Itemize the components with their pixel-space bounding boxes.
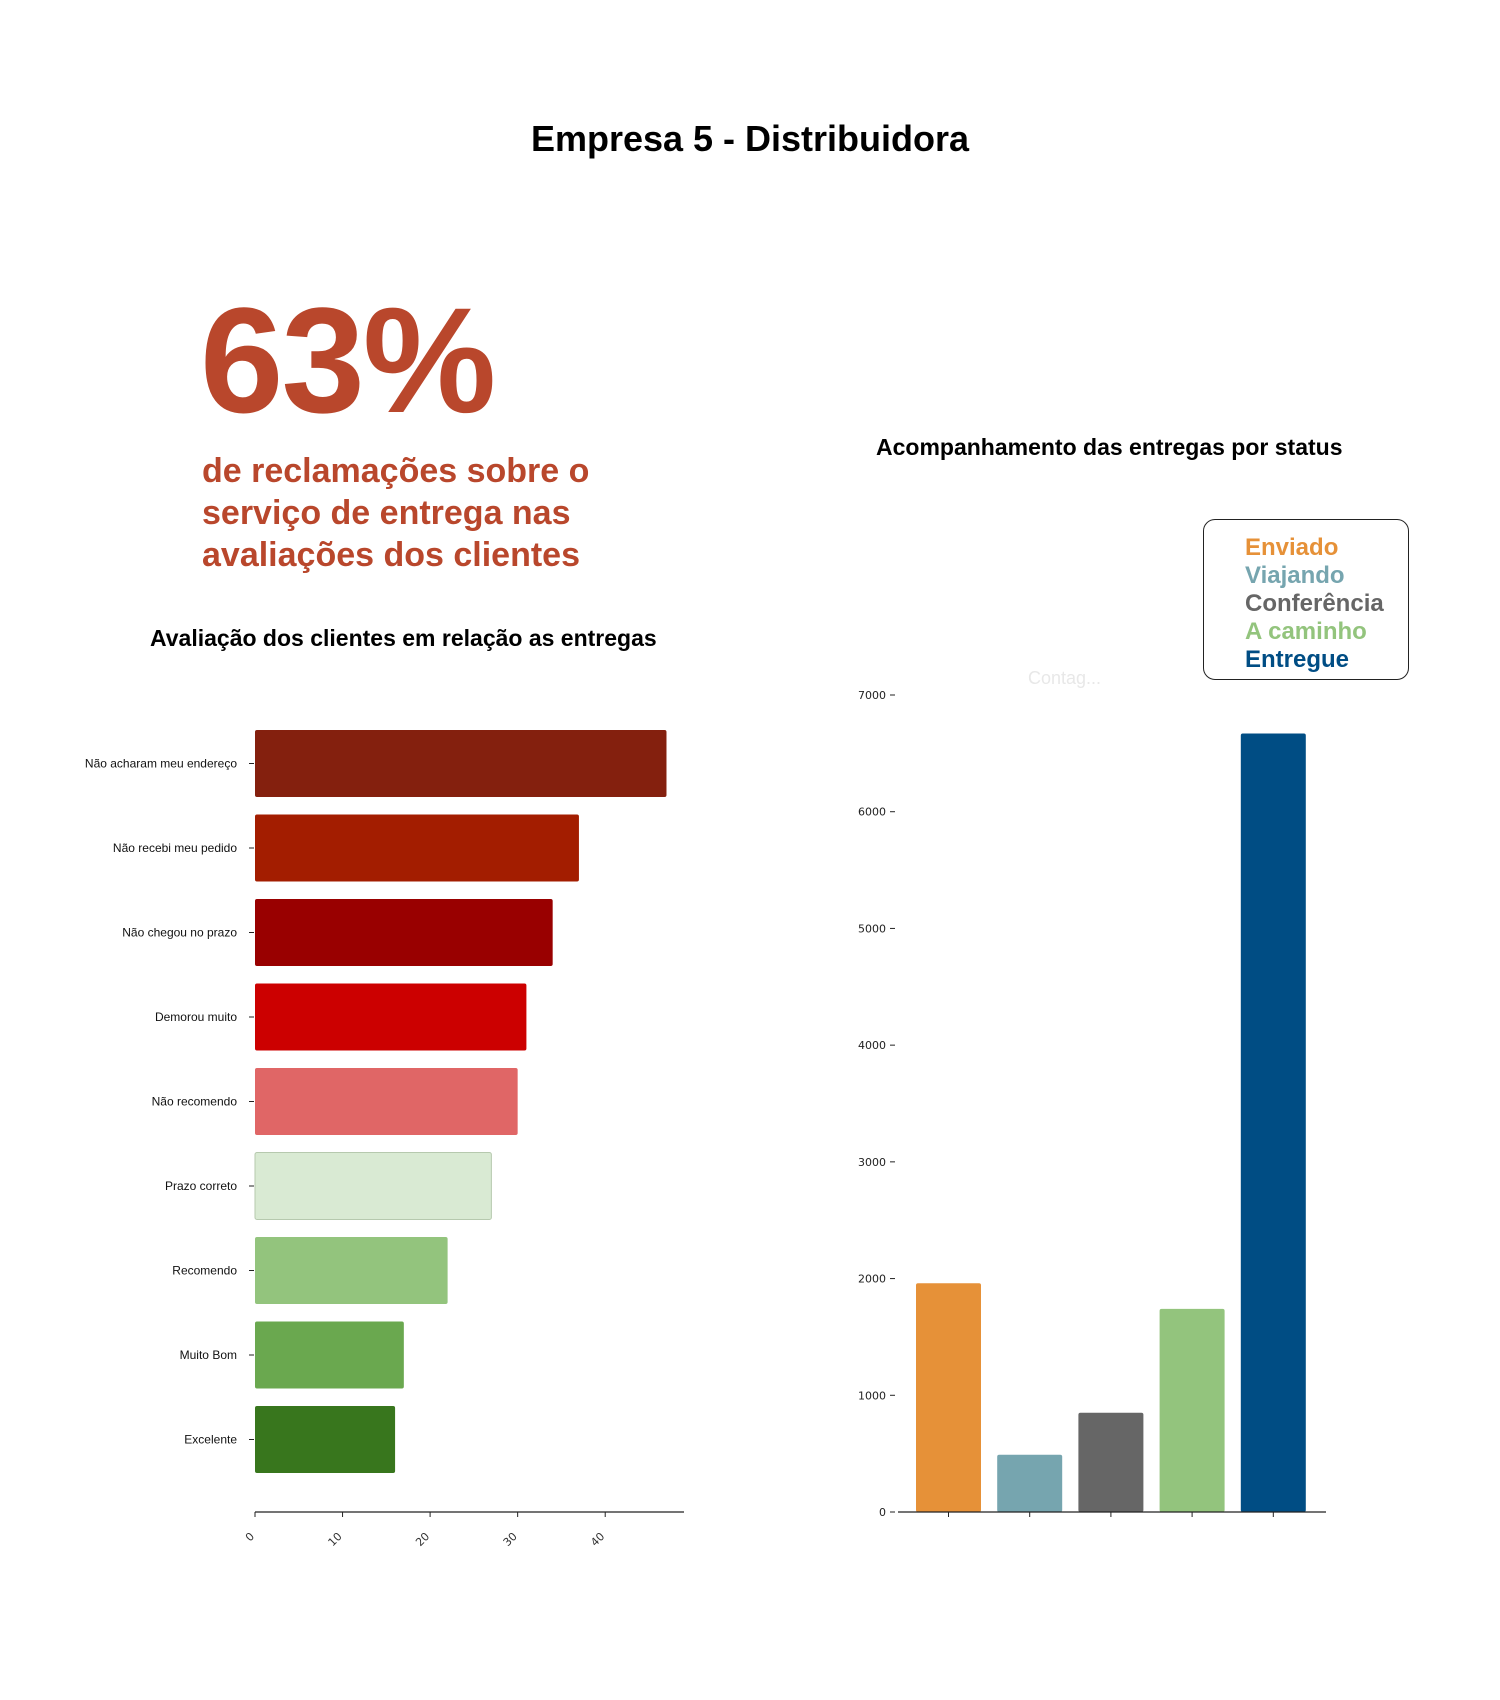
ratings-bar (255, 1068, 518, 1135)
y-tick-label: Muito Bom (180, 1348, 237, 1362)
y-tick-label: Excelente (184, 1433, 237, 1447)
y-tick-label: 7000 (858, 689, 886, 702)
legend-item-entregue: Entregue (1245, 646, 1350, 673)
ratings-bar (254, 1152, 492, 1220)
faint-axis-label: Contag... (1028, 668, 1102, 688)
y-tick-label: Não chegou no prazo (122, 926, 237, 940)
ratings-bar (255, 730, 667, 797)
y-tick-label: 0 (879, 1506, 886, 1519)
status-chart-title: Acompanhamento das entregas por status (876, 434, 1343, 460)
y-tick-label: 6000 (858, 806, 886, 819)
y-tick-label: 2000 (858, 1273, 886, 1286)
legend-item-conferencia: Conferência (1245, 590, 1384, 617)
status-bar (1078, 1412, 1144, 1512)
y-tick-label: Demorou muito (155, 1010, 237, 1024)
status-legend: Enviado Viajando Conferência A caminho E… (1203, 519, 1409, 680)
y-tick-label: Não recebi meu pedido (113, 841, 237, 855)
y-tick-label: Prazo correto (165, 1179, 237, 1193)
y-tick-label: 3000 (858, 1156, 886, 1169)
kpi-description: de reclamações sobre o serviço de entreg… (202, 452, 590, 574)
y-tick-label: 1000 (858, 1389, 886, 1402)
ratings-bar (255, 983, 527, 1051)
page-title: Empresa 5 - Distribuidora (530, 118, 970, 159)
y-tick-label: 5000 (858, 922, 886, 935)
y-tick-label: Não recomendo (152, 1095, 238, 1109)
status-bar (1240, 733, 1306, 1512)
y-tick-label: Recomendo (172, 1264, 237, 1278)
ratings-bar (255, 1406, 396, 1473)
y-tick-label: Não acharam meu endereço (85, 757, 237, 771)
status-bar (997, 1454, 1063, 1512)
legend-item-enviado: Enviado (1245, 534, 1339, 561)
legend-item-a-caminho: A caminho (1245, 618, 1367, 645)
status-bar (1159, 1308, 1225, 1512)
legend-item-viajando: Viajando (1245, 562, 1345, 589)
y-tick-label: 4000 (858, 1039, 886, 1052)
ratings-bar (255, 814, 579, 882)
kpi-value: 63% (200, 276, 496, 444)
ratings-bar (255, 1321, 404, 1389)
ratings-chart-title: Avaliação dos clientes em relação as ent… (150, 625, 657, 651)
ratings-bar (255, 899, 553, 966)
ratings-bar (255, 1237, 448, 1304)
status-bar (916, 1283, 981, 1512)
